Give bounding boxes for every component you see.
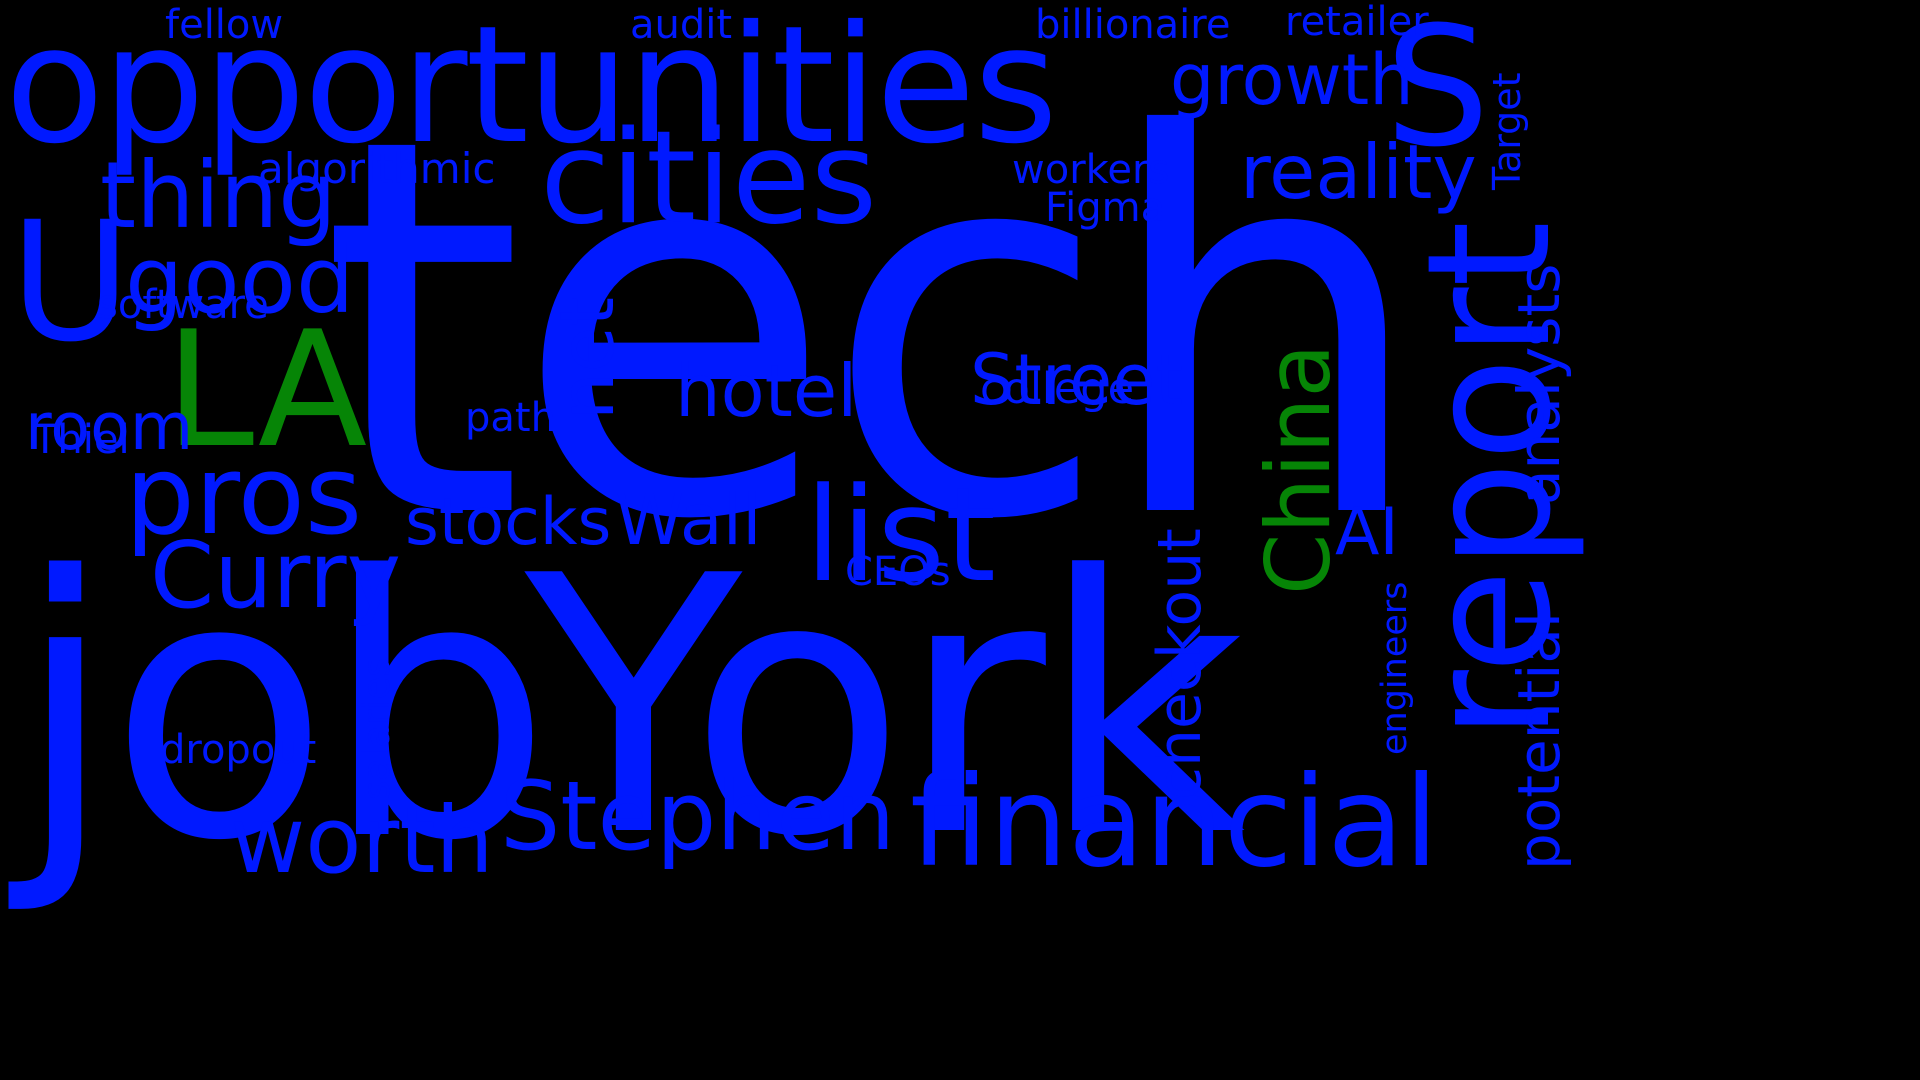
word-thiel: Thiel (33, 417, 130, 463)
word-opportunities: opportunities (5, 0, 1058, 180)
word-curry: Curry (150, 522, 402, 629)
word-financial: financial (910, 750, 1439, 895)
word-algorithmic: algorithmic (258, 144, 496, 193)
word-job: job (15, 500, 552, 919)
word-la: LA (165, 296, 368, 483)
word-list: list (805, 459, 996, 611)
word-path: path (465, 395, 556, 441)
word-engineers: engineers (1375, 581, 1415, 755)
word-u: U (10, 186, 131, 378)
word-growth: growth (1170, 39, 1414, 121)
word-net: net (543, 296, 631, 420)
word-checkout: checkout (1145, 528, 1215, 800)
word-hotel: hotel (675, 349, 858, 433)
word-good: good (125, 227, 355, 334)
word-tech: tech (320, 27, 1429, 633)
word-college: college (980, 364, 1135, 414)
word-target: Target (1485, 72, 1529, 190)
word-wall: Wall (615, 479, 762, 561)
word-salaries: salaries (355, 657, 398, 800)
word-ai: AI (1335, 495, 1399, 570)
word-s: S (1385, 0, 1490, 183)
word-pros: pros (125, 431, 363, 559)
word-cities: cities (540, 104, 878, 253)
word-software: software (97, 282, 269, 328)
word-figma: Figma (1045, 185, 1166, 231)
word-york: York (525, 500, 1245, 914)
word-thing: thing (100, 142, 337, 249)
word-stephen: Stephen (500, 762, 896, 872)
word-reality: reality (1240, 128, 1477, 216)
word-workers: workers (1012, 147, 1170, 193)
word-street: Street (970, 339, 1183, 421)
word-stocks: stocks (405, 485, 612, 560)
word-china: China (1247, 343, 1350, 595)
word-analysts: analysts (1505, 263, 1573, 505)
word-worth: worth (230, 787, 494, 894)
word-potential: potential (1505, 612, 1573, 870)
word-billionaire: billionaire (1035, 2, 1231, 48)
word-room: room (25, 390, 194, 465)
word-dropout: dropout (160, 727, 317, 773)
word-retailer: retailer (1285, 0, 1429, 45)
word-fellow: fellow (165, 2, 284, 48)
word-ceos: CEOs (845, 549, 951, 595)
word-audit: audit (630, 2, 733, 48)
